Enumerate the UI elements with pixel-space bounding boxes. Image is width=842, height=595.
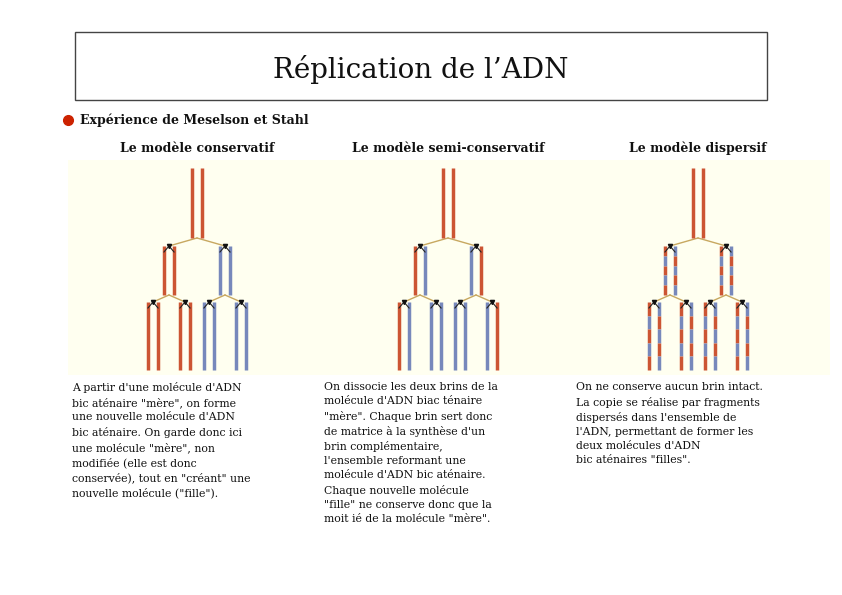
Text: Expérience de Meselson et Stahl: Expérience de Meselson et Stahl <box>80 113 309 127</box>
Text: Réplication de l’ADN: Réplication de l’ADN <box>274 55 568 84</box>
Text: Le modèle dispersif: Le modèle dispersif <box>629 141 767 155</box>
Text: Le modèle conservatif: Le modèle conservatif <box>120 142 274 155</box>
Bar <box>572 160 830 375</box>
Text: On ne conserve aucun brin intact.
La copie se réalise par fragments
dispersés da: On ne conserve aucun brin intact. La cop… <box>576 382 763 465</box>
Text: A partir d'une molécule d'ADN
bic aténaire "mère", on forme
une nouvelle molécul: A partir d'une molécule d'ADN bic aténai… <box>72 382 251 498</box>
Text: Le modèle semi-conservatif: Le modèle semi-conservatif <box>352 142 544 155</box>
Bar <box>68 160 328 375</box>
Text: On dissocie les deux brins de la
molécule d'ADN biac ténaire
"mère". Chaque brin: On dissocie les deux brins de la molécul… <box>324 382 498 524</box>
Bar <box>320 160 580 375</box>
Bar <box>75 32 767 100</box>
